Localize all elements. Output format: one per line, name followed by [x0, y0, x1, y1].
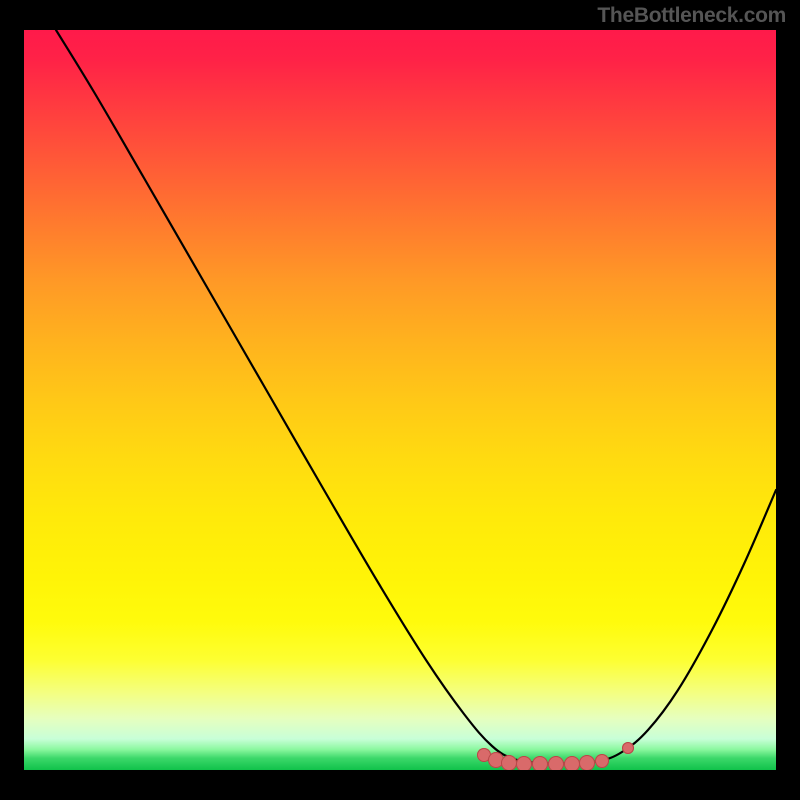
optimal-range-markers — [24, 30, 776, 770]
optimal-marker — [622, 742, 634, 754]
optimal-marker — [516, 756, 532, 770]
optimal-marker — [595, 754, 609, 768]
watermark-text: TheBottleneck.com — [597, 4, 786, 28]
optimal-marker — [579, 755, 595, 770]
optimal-marker — [501, 755, 517, 770]
optimal-marker — [548, 756, 564, 770]
bottleneck-chart — [24, 30, 776, 770]
optimal-marker — [564, 756, 580, 770]
optimal-marker — [532, 756, 548, 770]
